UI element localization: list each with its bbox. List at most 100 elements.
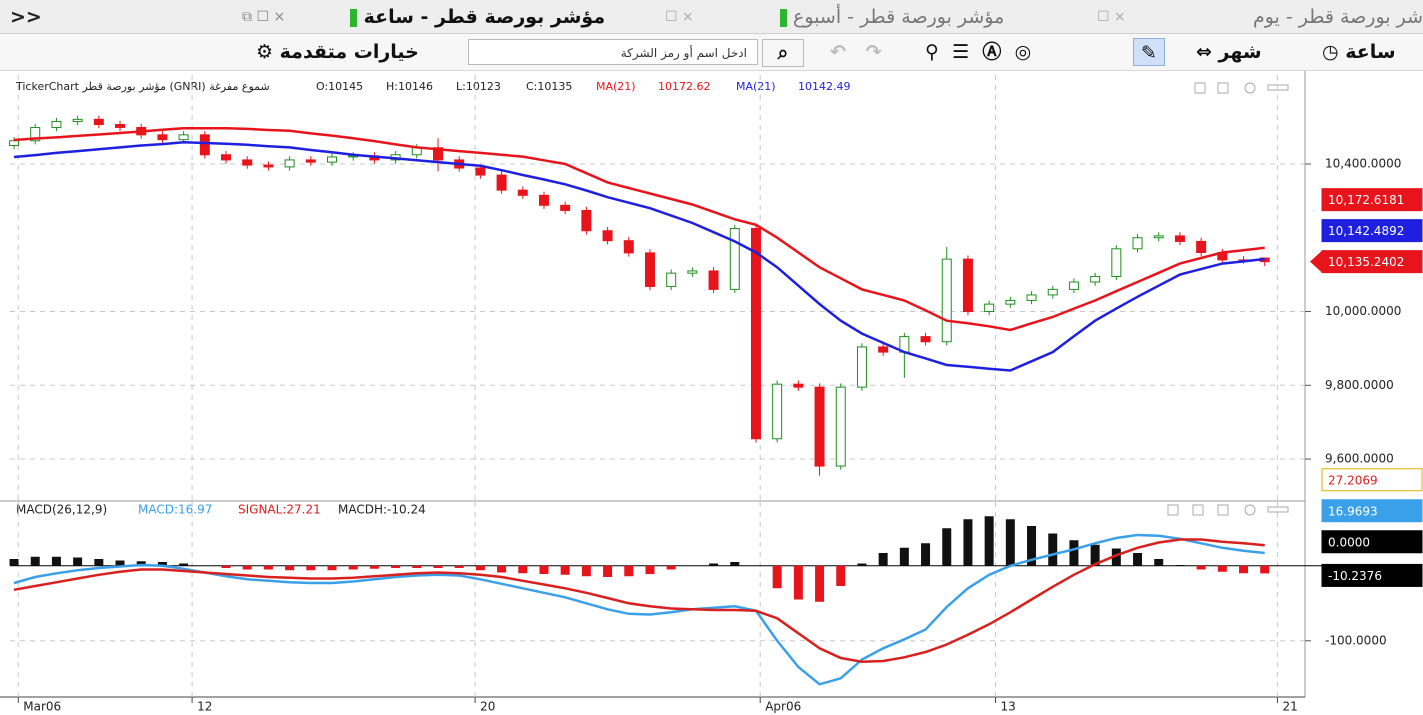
histogram-bar xyxy=(454,565,464,568)
candle-body xyxy=(1047,288,1058,296)
histogram-bar xyxy=(624,565,634,577)
panel-button[interactable] xyxy=(1217,504,1229,516)
histogram-bar xyxy=(1133,553,1143,566)
period-hour[interactable]: ساعة ◷ xyxy=(1322,41,1396,63)
tab[interactable]: مؤشر بورصة قطر - ساعة xyxy=(350,4,605,30)
moving-average-line xyxy=(13,126,1265,332)
histogram-bar xyxy=(878,553,888,566)
histogram-bar xyxy=(1005,519,1015,566)
candle-body xyxy=(623,240,634,254)
candle-body xyxy=(178,134,189,141)
candle-body xyxy=(920,336,931,343)
histogram-bar xyxy=(1239,565,1249,574)
candle-body xyxy=(708,270,719,290)
series-tag-bg xyxy=(1321,188,1423,212)
histogram-bar xyxy=(581,565,591,577)
histogram-bar xyxy=(73,557,83,566)
series-tag: 10,142.4892 xyxy=(1328,224,1404,238)
panel-button[interactable] xyxy=(1267,84,1289,91)
histogram-bar xyxy=(179,563,189,566)
legend-title: MACD(26,12,9) xyxy=(16,503,107,517)
histogram-bar xyxy=(497,565,507,573)
panel-button[interactable] xyxy=(1192,504,1204,516)
indicator-line xyxy=(13,533,1265,686)
candle-body xyxy=(263,164,274,168)
y-tick-tag: 0.0000 xyxy=(1328,535,1370,549)
histogram-bar xyxy=(242,565,252,570)
candle-body xyxy=(305,159,316,163)
histogram-bar xyxy=(1217,565,1227,572)
panel-button[interactable] xyxy=(1194,82,1206,94)
x-tick-label: 21 xyxy=(1282,700,1297,714)
search-box[interactable]: ادخل اسم أو رمز الشركة xyxy=(468,39,758,65)
candle-body xyxy=(284,159,295,168)
tab-label: مؤشر بورصة قطر - أسبوع xyxy=(793,6,1005,28)
histogram-bar xyxy=(899,547,909,566)
tab-controls[interactable]: × ☐ ⧉ xyxy=(242,9,286,25)
search-button[interactable]: ⌕ xyxy=(762,39,804,67)
histogram-bar xyxy=(539,565,549,574)
draw-tool[interactable]: ✎ xyxy=(1133,38,1165,66)
last-price-arrow xyxy=(1310,250,1322,273)
legend-label: SIGNAL:27.21 xyxy=(238,503,321,517)
y-tick-label: 9,800.0000 xyxy=(1325,378,1394,392)
panel-button[interactable] xyxy=(1244,504,1256,516)
last-price-tag: 10,135.2402 xyxy=(1328,255,1404,269)
candle-body xyxy=(9,140,20,147)
histogram-bar xyxy=(730,562,740,566)
histogram-bar xyxy=(94,559,104,566)
tab[interactable]: شر بورصة قطر - يوم xyxy=(1253,4,1423,30)
histogram-bar xyxy=(857,563,867,566)
histogram-bar xyxy=(666,565,676,570)
tab-bar: << × ☐ ⧉ مؤشر بورصة قطر - ساعة × ☐ مؤشر … xyxy=(0,0,1423,34)
histogram-bar xyxy=(1196,565,1206,570)
candle-body xyxy=(1005,299,1016,305)
histogram-bar xyxy=(709,563,719,566)
period-month[interactable]: شهر ⇔ xyxy=(1196,41,1262,63)
legend-value: 10142.49 xyxy=(798,80,851,93)
panel-button[interactable] xyxy=(1244,82,1256,94)
candle-body xyxy=(1174,235,1185,242)
histogram-bar xyxy=(1175,565,1185,566)
histogram-bar xyxy=(285,565,295,571)
candle-body xyxy=(962,258,973,313)
y-tick-label: -100.0000 xyxy=(1325,633,1387,647)
panel-button[interactable] xyxy=(1167,504,1179,516)
y-tick-tag-bg xyxy=(1321,530,1423,554)
tab-controls[interactable]: × ☐ xyxy=(1097,9,1126,25)
histogram-bar xyxy=(921,543,931,566)
series-tag: 16.9693 xyxy=(1328,504,1378,518)
histogram-bar xyxy=(348,565,358,570)
x-tick-label: Apr06 xyxy=(765,700,801,714)
tab-controls[interactable]: × ☐ xyxy=(665,9,694,25)
candle-body xyxy=(157,134,168,141)
candle-body xyxy=(432,147,443,161)
histogram-bar xyxy=(263,565,273,570)
series-tag-bg xyxy=(1321,499,1423,523)
candle-body xyxy=(199,134,210,156)
tab-scroll[interactable]: << xyxy=(10,6,42,28)
legend-label: MACD:16.97 xyxy=(138,503,212,517)
toolbar: خيارات متقدمة ⚙ ادخل اسم أو رمز الشركة ⌕… xyxy=(0,34,1423,71)
moving-average-line xyxy=(13,140,1265,372)
chart-background xyxy=(0,71,1423,715)
panel-button[interactable] xyxy=(1267,506,1289,513)
histogram-bar xyxy=(1027,526,1037,566)
series-tag: 10,172.6181 xyxy=(1328,193,1404,207)
histogram-bar xyxy=(603,565,613,577)
histogram-bar xyxy=(475,565,485,571)
histogram-bar xyxy=(221,565,231,568)
tab[interactable]: مؤشر بورصة قطر - أسبوع xyxy=(780,4,1004,30)
histogram-bar xyxy=(30,556,40,566)
series-tag: 27.2069 xyxy=(1328,473,1378,487)
y-tick-label: 10,000.0000 xyxy=(1325,304,1401,318)
series-tag-bg xyxy=(1321,219,1423,243)
histogram-bar xyxy=(984,516,994,566)
series-tag-bg xyxy=(1321,468,1423,492)
histogram-bar xyxy=(772,565,782,589)
candle-body xyxy=(538,194,549,206)
advanced-options[interactable]: خيارات متقدمة ⚙ xyxy=(256,41,419,63)
undo-redo[interactable]: ↶ ↷ xyxy=(830,41,882,63)
panel-button[interactable] xyxy=(1217,82,1229,94)
tools[interactable]: ⚲ ☰ Ⓐ ◎ xyxy=(925,41,1032,63)
